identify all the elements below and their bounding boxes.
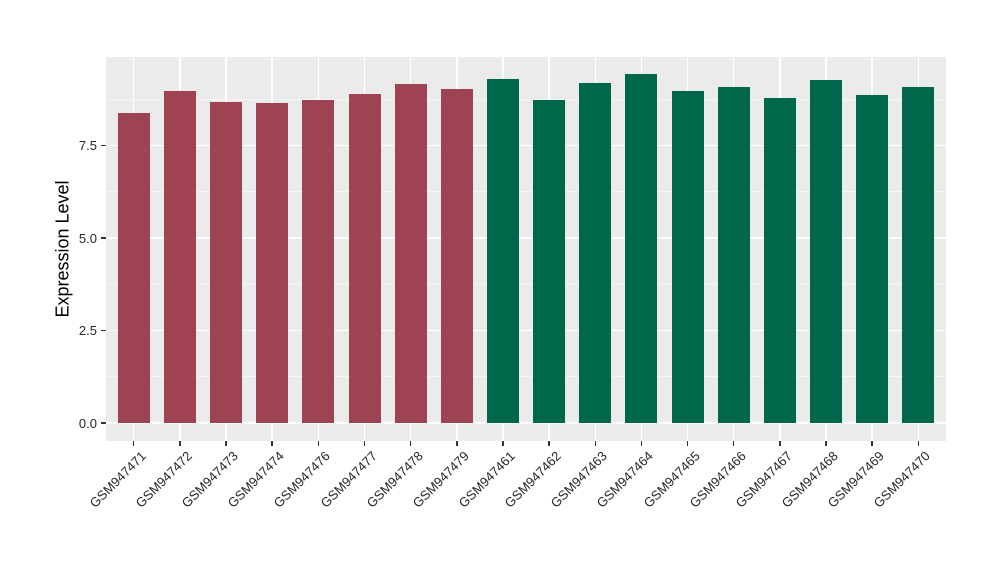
major-gridline <box>106 144 946 147</box>
bar-GSM947474 <box>256 102 289 423</box>
x-tick-mark <box>317 441 320 446</box>
bar-GSM947464 <box>625 74 658 423</box>
minor-gridline <box>106 376 946 378</box>
bar-GSM947477 <box>348 93 381 423</box>
y-tick-mark <box>101 329 106 332</box>
x-tick-mark <box>779 441 781 446</box>
x-tick-mark <box>363 441 366 446</box>
bar-GSM947467 <box>763 97 796 423</box>
x-tick-mark <box>271 441 273 446</box>
plot-panel <box>106 57 946 441</box>
x-tick-mark <box>686 441 689 446</box>
bar-GSM947463 <box>579 82 612 423</box>
x-tick-mark <box>548 441 550 446</box>
bar-GSM947479 <box>440 88 473 423</box>
bar-GSM947465 <box>671 91 704 423</box>
major-gridline <box>106 422 946 424</box>
bar-GSM947462 <box>533 100 566 423</box>
x-tick-mark <box>871 441 873 446</box>
major-gridline <box>106 329 946 332</box>
bar-GSM947478 <box>394 84 427 423</box>
y-tick-label: 5.0 <box>78 230 97 246</box>
minor-gridline <box>106 283 946 285</box>
bar-GSM947466 <box>717 87 750 423</box>
minor-gridline <box>106 98 946 100</box>
y-tick-label: 0.0 <box>78 415 97 431</box>
bar-GSM947471 <box>117 113 150 423</box>
x-tick-mark <box>132 441 135 446</box>
y-tick-mark <box>101 144 106 147</box>
x-tick-mark <box>917 441 920 446</box>
x-tick-mark <box>409 441 412 446</box>
y-tick-label: 7.5 <box>78 138 97 153</box>
y-tick-mark <box>101 237 106 239</box>
bar-GSM947473 <box>210 101 242 423</box>
x-tick-mark <box>825 441 827 446</box>
bar-GSM947469 <box>856 94 889 423</box>
bar-GSM947476 <box>302 99 335 423</box>
x-tick-mark <box>594 441 596 446</box>
x-tick-mark <box>640 441 643 446</box>
y-tick-mark <box>101 422 106 424</box>
bar-GSM947468 <box>810 80 842 423</box>
y-axis-title: Expression Level <box>52 180 73 318</box>
bar-GSM947470 <box>902 87 935 423</box>
x-tick-mark <box>179 441 181 446</box>
bar-GSM947472 <box>163 91 196 423</box>
y-tick-label: 2.5 <box>78 323 97 338</box>
x-tick-mark <box>732 441 735 446</box>
major-gridline <box>106 237 946 239</box>
bar-GSM947461 <box>486 78 519 423</box>
x-tick-mark <box>225 441 227 446</box>
x-tick-mark <box>456 441 458 446</box>
minor-gridline <box>106 191 946 193</box>
x-tick-mark <box>502 441 504 446</box>
